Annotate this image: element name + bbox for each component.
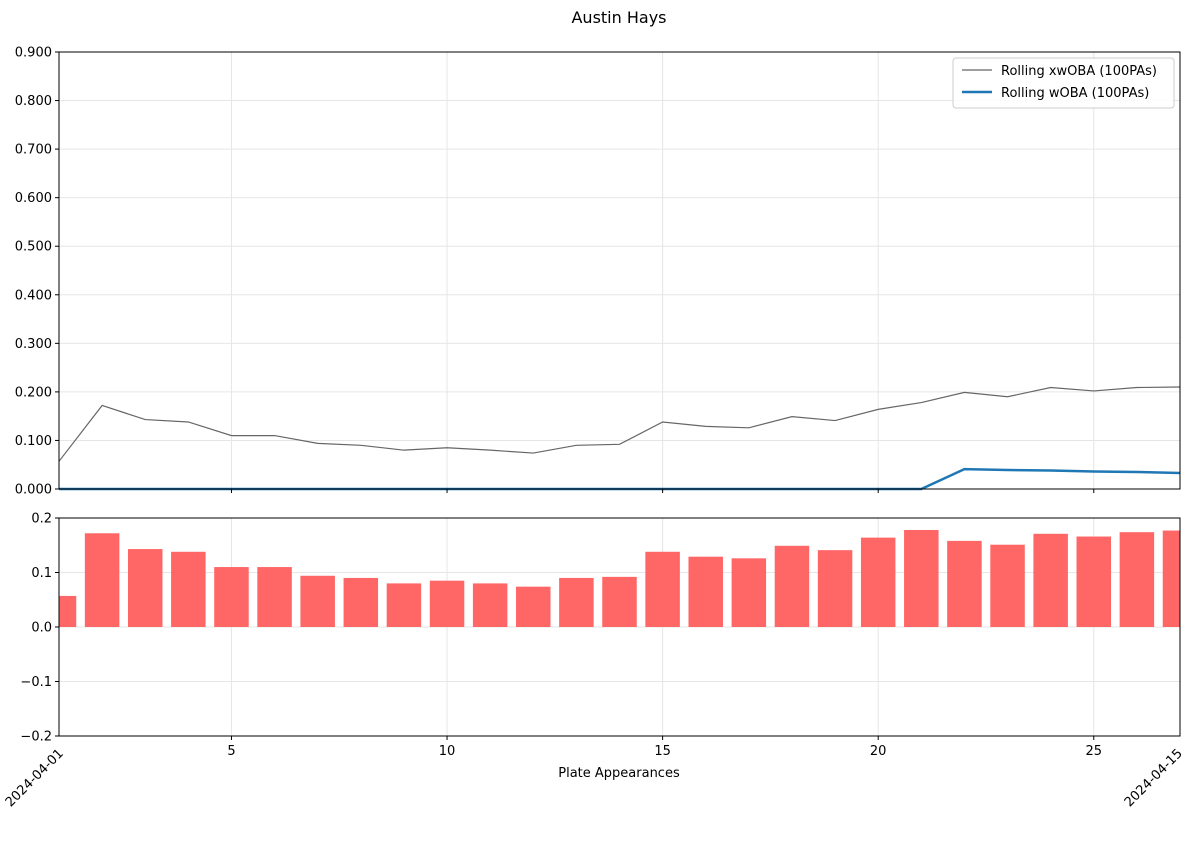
bar bbox=[731, 558, 767, 627]
chart-title: Austin Hays bbox=[571, 8, 666, 27]
legend-label-xwoba: Rolling xwOBA (100PAs) bbox=[1001, 64, 1157, 79]
bar bbox=[645, 551, 680, 627]
top-panel: 0.000 0.100 0.200 0.300 0.400 0.500 0.600 0.700… bbox=[15, 46, 1181, 498]
bottom-x-ticks: 5 10 15 20 25 bbox=[227, 736, 1102, 759]
bar bbox=[343, 577, 379, 627]
bar bbox=[214, 567, 249, 627]
top-y-tick-label: 0.700 bbox=[15, 143, 52, 158]
bottom-y-tick-label: 0.2 bbox=[31, 512, 52, 527]
bottom-y-tick-label: −0.1 bbox=[20, 675, 52, 690]
top-y-ticks: 0.000 0.100 0.200 0.300 0.400 0.500 0.600 0.700… bbox=[15, 46, 59, 498]
top-y-tick-label: 0.300 bbox=[15, 337, 52, 352]
bottom-panel: −0.2 −0.1 0.0 0.1 0.2 5 10 15 20 25 Plate Appear… bbox=[3, 512, 1186, 811]
top-y-tick-label: 0.500 bbox=[15, 240, 52, 255]
bottom-y-tick-label: 0.0 bbox=[31, 621, 52, 636]
bar bbox=[1162, 530, 1180, 627]
bar bbox=[774, 545, 810, 627]
x-axis-label: Plate Appearances bbox=[558, 766, 680, 781]
bar bbox=[257, 567, 292, 627]
bar bbox=[84, 533, 120, 627]
top-gridlines bbox=[59, 51, 1180, 490]
bar bbox=[904, 529, 939, 627]
bar bbox=[59, 595, 77, 627]
bar bbox=[1119, 532, 1155, 627]
legend-label-woba: Rolling wOBA (100PAs) bbox=[1001, 86, 1149, 101]
top-y-tick-label: 0.600 bbox=[15, 191, 52, 206]
bottom-x-tick-label: 20 bbox=[870, 744, 887, 759]
top-x-ticks bbox=[230, 489, 1095, 493]
bottom-y-tick-label: 0.1 bbox=[31, 566, 52, 581]
legend-box bbox=[952, 57, 1175, 109]
bar bbox=[947, 540, 982, 627]
bar bbox=[1033, 533, 1068, 627]
bottom-x-tick-label: 10 bbox=[439, 744, 456, 759]
bar bbox=[516, 586, 551, 627]
top-y-tick-label: 0.800 bbox=[15, 94, 52, 109]
top-y-tick-label: 0.100 bbox=[15, 434, 52, 449]
bar bbox=[1076, 536, 1112, 627]
bar bbox=[602, 576, 637, 627]
top-axes-frame bbox=[58, 51, 1181, 490]
top-y-tick-label: 0.400 bbox=[15, 288, 52, 303]
bottom-x-tick-label: 15 bbox=[654, 744, 671, 759]
bottom-x-tick-label: 25 bbox=[1085, 744, 1102, 759]
top-y-tick-label: 0.000 bbox=[15, 483, 52, 498]
bottom-bars bbox=[59, 529, 1180, 627]
bar bbox=[688, 556, 723, 627]
bar bbox=[559, 577, 594, 627]
bar bbox=[171, 551, 206, 627]
bottom-y-ticks: −0.2 −0.1 0.0 0.1 0.2 bbox=[20, 512, 59, 745]
bottom-x-tick-label: 5 bbox=[227, 744, 235, 759]
top-y-tick-label: 0.900 bbox=[15, 46, 52, 61]
bar bbox=[429, 580, 465, 627]
bar bbox=[990, 544, 1025, 627]
bottom-y-tick-label: −0.2 bbox=[20, 730, 52, 745]
bar bbox=[472, 583, 508, 627]
bar bbox=[817, 550, 853, 627]
top-y-tick-label: 0.200 bbox=[15, 385, 52, 400]
bar bbox=[386, 583, 422, 627]
bars-group bbox=[59, 529, 1180, 627]
bar bbox=[860, 537, 896, 627]
legend: Rolling xwOBA (100PAs) Rolling wOBA (100… bbox=[952, 57, 1175, 109]
bar bbox=[300, 575, 335, 627]
bar bbox=[127, 549, 163, 627]
